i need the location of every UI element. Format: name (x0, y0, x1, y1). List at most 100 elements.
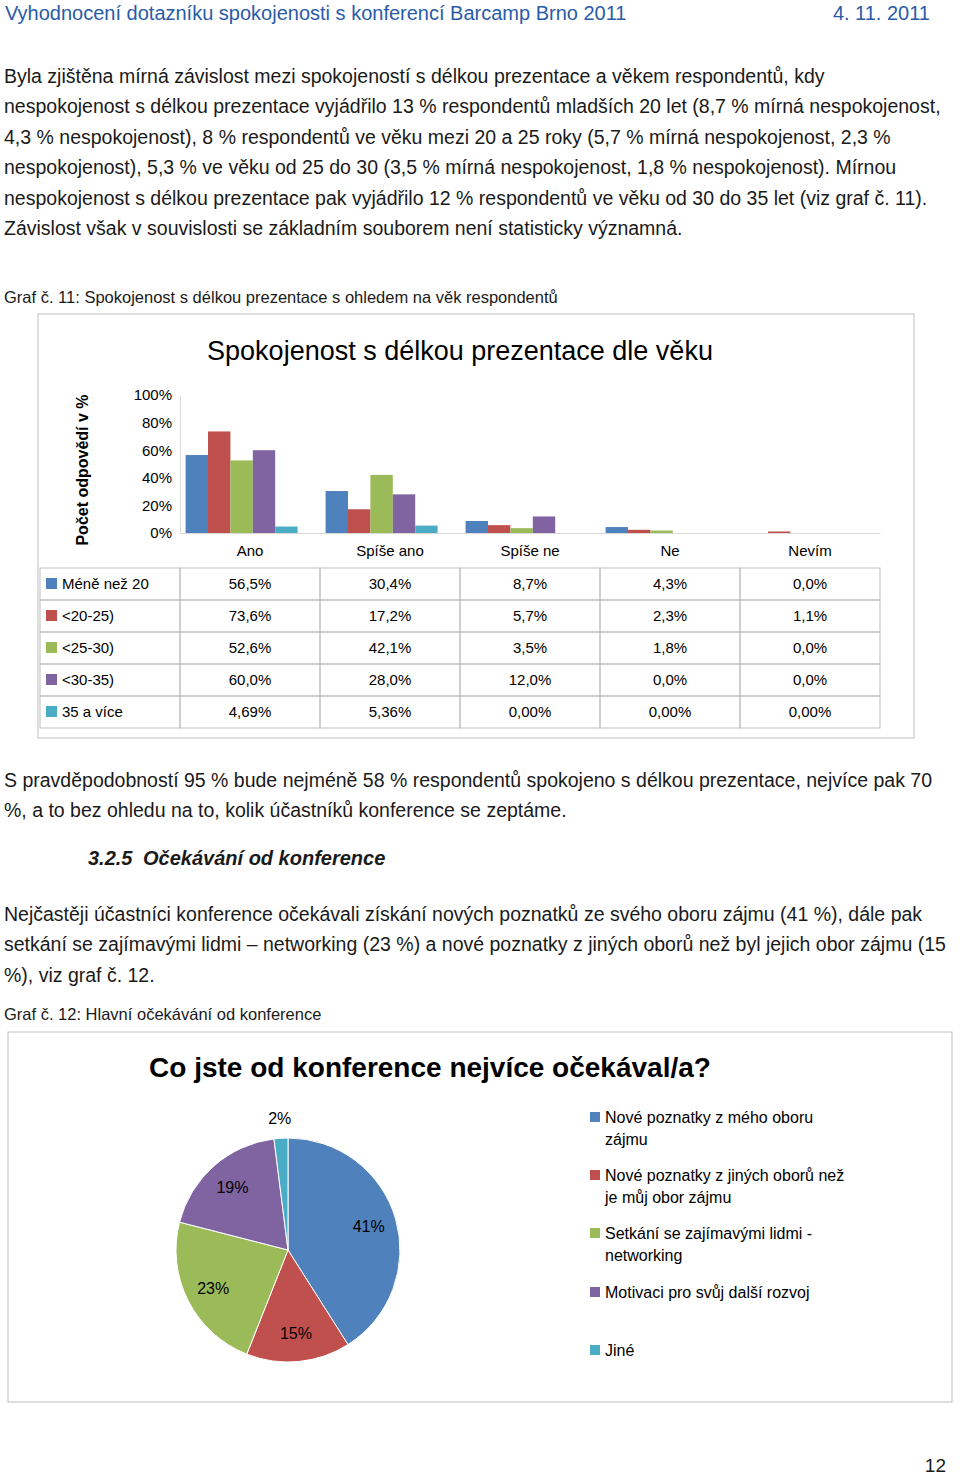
table-cell (40, 568, 180, 600)
table-cell (460, 632, 600, 664)
x-tick: Spíše ano (356, 533, 424, 559)
table-cell (40, 600, 180, 632)
x-tick: Spíše ne (500, 533, 559, 559)
pie-slice (180, 1139, 288, 1250)
legend-label: Méně než 20 (62, 575, 149, 592)
table-value: 0,00% (649, 703, 692, 720)
y-tick-label: 100% (134, 386, 172, 403)
table-cell (180, 696, 320, 728)
y-tick-label: 40% (142, 469, 172, 486)
x-tick-label: Spíše ano (356, 542, 424, 559)
legend-label: <25-30) (62, 639, 114, 656)
legend-key (590, 1170, 600, 1180)
caption: Graf č. 12: Hlavní očekávání od konferen… (4, 1005, 321, 1024)
table-cell (40, 664, 180, 696)
data-table: Méně než 2056,5%30,4%8,7%4,3%0,0%<20-25)… (40, 568, 880, 728)
table-cell (740, 632, 880, 664)
table-cell (180, 664, 320, 696)
bar (393, 494, 415, 533)
table-value: 30,4% (369, 575, 412, 592)
y-tick-label: 80% (142, 414, 172, 431)
table-cell (320, 632, 460, 664)
legend-label: 35 a více (62, 703, 123, 720)
y-axis-line (180, 396, 181, 534)
x-axis: Ano Spíše ano Spíše ne Ne Nevím (181, 533, 881, 559)
bars (186, 431, 791, 533)
paragraph: S pravděpodobností 95 % bude nejméně 58 … (4, 765, 954, 826)
y-tick-label: 60% (142, 442, 172, 459)
pie: 41%15%23%19%2% (176, 1110, 400, 1362)
chart-title: Spokojenost s délkou prezentace dle věku (207, 336, 713, 366)
bar (746, 533, 768, 534)
x-tick-label: Ne (660, 542, 679, 559)
table-cell (180, 632, 320, 664)
table-cell (740, 600, 880, 632)
y-tick: 20% (142, 497, 180, 514)
pie-slice (288, 1138, 400, 1345)
bar (628, 530, 650, 533)
legend-key (590, 1228, 600, 1238)
data-label: 15% (280, 1325, 312, 1342)
table-cell (40, 632, 180, 664)
table-cell (460, 568, 600, 600)
table-value: 17,2% (369, 607, 412, 624)
table-cell (740, 568, 880, 600)
legend-key (46, 674, 57, 685)
x-tick: Nevím (788, 533, 831, 559)
legend-key (46, 706, 57, 717)
table-value: 5,7% (513, 607, 547, 624)
y-tick: 40% (142, 469, 180, 486)
data-label: 41% (353, 1218, 385, 1235)
table-value: 0,0% (793, 575, 827, 592)
table-cell (600, 664, 740, 696)
legend-key (46, 642, 57, 653)
table-cell (460, 696, 600, 728)
header-title: Vyhodnocení dotazníku spokojenosti s kon… (5, 2, 627, 25)
x-tick: Ano (237, 533, 264, 559)
table-cell (600, 568, 740, 600)
table-cell (320, 664, 460, 696)
chart-frame (8, 1032, 952, 1402)
table-value: 28,0% (369, 671, 412, 688)
table-cell (740, 696, 880, 728)
bar (768, 531, 790, 533)
bar (466, 521, 488, 533)
y-tick: 80% (142, 414, 180, 431)
legend-key (590, 1345, 600, 1355)
table-cell (180, 600, 320, 632)
bar (555, 533, 577, 534)
y-tick-label: 0% (150, 524, 172, 541)
legend-key (46, 578, 57, 589)
table-value: 3,5% (513, 639, 547, 656)
legend-key (590, 1287, 600, 1297)
x-tick: Ne (660, 533, 679, 559)
table-value: 42,1% (369, 639, 412, 656)
bar (275, 527, 297, 533)
table-value: 60,0% (229, 671, 272, 688)
legend-label: Nové poznatky z jiných oborů nežje můj o… (604, 1167, 844, 1206)
header-date: 4. 11. 2011 (833, 2, 930, 25)
heading-text: Očekávání od konference (143, 847, 385, 870)
table-value: 5,36% (369, 703, 412, 720)
table-value: 1,8% (653, 639, 687, 656)
bar (673, 533, 695, 534)
table-value: 0,0% (793, 671, 827, 688)
y-axis: 0% 20% 40% 60% 80% 100% (134, 386, 181, 541)
bar (533, 516, 555, 533)
bar (835, 533, 857, 534)
y-axis-title: Počet odpovědí v % (74, 394, 91, 545)
y-tick-label: 20% (142, 497, 172, 514)
table-value: 0,0% (653, 671, 687, 688)
page-number: 12 (925, 1455, 946, 1477)
pie-slice (247, 1250, 348, 1362)
bar (370, 475, 392, 533)
bar (650, 531, 672, 533)
table-value: 12,0% (509, 671, 552, 688)
table-value: 4,69% (229, 703, 272, 720)
caption: Graf č. 11: Spokojenost s délkou prezent… (4, 288, 558, 307)
legend-key (590, 1112, 600, 1122)
x-tick-label: Ano (237, 542, 264, 559)
bar (488, 525, 510, 533)
bar (510, 528, 532, 533)
table-cell (180, 568, 320, 600)
